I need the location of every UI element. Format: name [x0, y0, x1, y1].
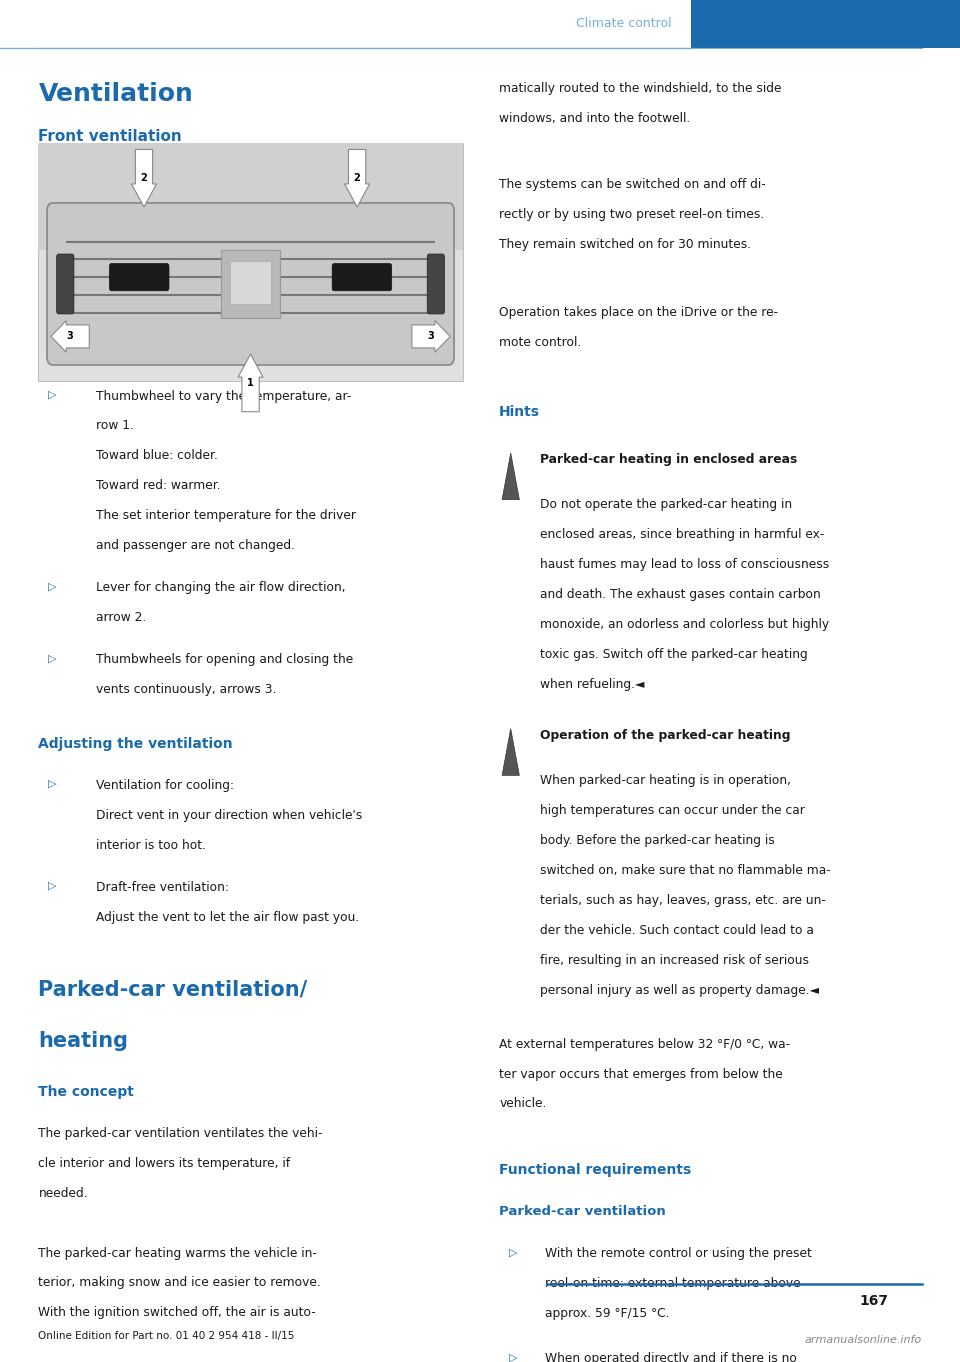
- Text: The set interior temperature for the driver: The set interior temperature for the dri…: [96, 509, 356, 523]
- Text: Front ventilation: Front ventilation: [38, 129, 182, 144]
- Text: With the remote control or using the preset: With the remote control or using the pre…: [545, 1248, 812, 1260]
- Text: ▷: ▷: [48, 881, 57, 891]
- Text: Lever for changing the air flow direction,: Lever for changing the air flow directio…: [96, 582, 346, 594]
- Text: Controls: Controls: [794, 18, 857, 30]
- Text: and passenger are not changed.: and passenger are not changed.: [96, 539, 295, 553]
- Text: Thumbwheel to vary the temperature, ar-: Thumbwheel to vary the temperature, ar-: [96, 390, 351, 403]
- Polygon shape: [502, 729, 519, 775]
- Text: Toward red: warmer.: Toward red: warmer.: [96, 479, 221, 493]
- Text: row 1.: row 1.: [96, 419, 133, 433]
- Text: Adjust the vent to let the air flow past you.: Adjust the vent to let the air flow past…: [96, 911, 359, 923]
- Text: armanualsonline.info: armanualsonline.info: [804, 1335, 922, 1344]
- Polygon shape: [345, 150, 370, 207]
- FancyBboxPatch shape: [332, 264, 392, 291]
- Text: personal injury as well as property damage.◄: personal injury as well as property dama…: [540, 983, 819, 997]
- Text: Operation takes place on the iDrive or the re-: Operation takes place on the iDrive or t…: [499, 306, 779, 320]
- Text: Draft-free ventilation:: Draft-free ventilation:: [96, 881, 228, 893]
- Text: Ventilation: Ventilation: [38, 82, 193, 106]
- Text: ▷: ▷: [48, 654, 57, 663]
- Text: Functional requirements: Functional requirements: [499, 1163, 691, 1177]
- Text: reel-on time: external temperature above: reel-on time: external temperature above: [545, 1278, 801, 1290]
- Text: 2: 2: [140, 173, 148, 184]
- Text: 1: 1: [247, 377, 254, 388]
- Text: and death. The exhaust gases contain carbon: and death. The exhaust gases contain car…: [540, 588, 820, 601]
- Text: interior is too hot.: interior is too hot.: [96, 839, 206, 853]
- Text: Do not operate the parked-car heating in: Do not operate the parked-car heating in: [540, 498, 792, 511]
- Text: With the ignition switched off, the air is auto-: With the ignition switched off, the air …: [38, 1306, 316, 1320]
- FancyBboxPatch shape: [230, 262, 271, 305]
- Text: cle interior and lowers its temperature, if: cle interior and lowers its temperature,…: [38, 1156, 291, 1170]
- FancyBboxPatch shape: [691, 0, 960, 48]
- Text: der the vehicle. Such contact could lead to a: der the vehicle. Such contact could lead…: [540, 923, 813, 937]
- Text: 3: 3: [427, 331, 435, 342]
- Text: windows, and into the footwell.: windows, and into the footwell.: [499, 112, 690, 125]
- Text: At external temperatures below 32 °F/0 °C, wa-: At external temperatures below 32 °F/0 °…: [499, 1038, 790, 1050]
- Text: rectly or by using two preset reel-on times.: rectly or by using two preset reel-on ti…: [499, 207, 764, 221]
- Text: Ventilation for cooling:: Ventilation for cooling:: [96, 779, 234, 793]
- Text: The systems can be switched on and off di-: The systems can be switched on and off d…: [499, 177, 766, 191]
- Text: Parked-car ventilation: Parked-car ventilation: [499, 1205, 666, 1219]
- FancyBboxPatch shape: [427, 253, 444, 315]
- Polygon shape: [502, 454, 519, 500]
- Text: heating: heating: [38, 1031, 129, 1050]
- Text: terials, such as hay, leaves, grass, etc. are un-: terials, such as hay, leaves, grass, etc…: [540, 893, 826, 907]
- Text: Parked-car heating in enclosed areas: Parked-car heating in enclosed areas: [540, 454, 797, 466]
- Text: vents continuously, arrows 3.: vents continuously, arrows 3.: [96, 684, 276, 696]
- Text: They remain switched on for 30 minutes.: They remain switched on for 30 minutes.: [499, 237, 752, 251]
- Text: mote control.: mote control.: [499, 336, 582, 350]
- Text: high temperatures can occur under the car: high temperatures can occur under the ca…: [540, 804, 804, 817]
- FancyBboxPatch shape: [109, 264, 169, 291]
- Polygon shape: [51, 320, 89, 353]
- Text: vehicle.: vehicle.: [499, 1098, 546, 1110]
- Text: ▷: ▷: [48, 779, 57, 789]
- Text: 2: 2: [353, 173, 361, 184]
- Text: ter vapor occurs that emerges from below the: ter vapor occurs that emerges from below…: [499, 1068, 783, 1080]
- Text: Hints: Hints: [499, 406, 540, 419]
- Text: fire, resulting in an increased risk of serious: fire, resulting in an increased risk of …: [540, 953, 808, 967]
- Text: The parked-car heating warms the vehicle in-: The parked-car heating warms the vehicle…: [38, 1246, 317, 1260]
- Text: enclosed areas, since breathing in harmful ex-: enclosed areas, since breathing in harmf…: [540, 528, 824, 541]
- Text: arrow 2.: arrow 2.: [96, 612, 146, 624]
- Text: Operation of the parked-car heating: Operation of the parked-car heating: [540, 729, 790, 742]
- Text: Climate control: Climate control: [576, 18, 672, 30]
- Text: 3: 3: [66, 331, 74, 342]
- Text: Thumbwheels for opening and closing the: Thumbwheels for opening and closing the: [96, 654, 353, 666]
- Text: When operated directly and if there is no: When operated directly and if there is n…: [545, 1352, 797, 1362]
- Text: haust fumes may lead to loss of consciousness: haust fumes may lead to loss of consciou…: [540, 558, 828, 571]
- Text: monoxide, an odorless and colorless but highly: monoxide, an odorless and colorless but …: [540, 618, 828, 631]
- Text: 167: 167: [859, 1294, 888, 1308]
- Text: when refueling.◄: when refueling.◄: [540, 678, 644, 691]
- Text: matically routed to the windshield, to the side: matically routed to the windshield, to t…: [499, 82, 781, 95]
- FancyBboxPatch shape: [221, 251, 280, 319]
- Text: terior, making snow and ice easier to remove.: terior, making snow and ice easier to re…: [38, 1276, 322, 1290]
- Text: Direct vent in your direction when vehicle's: Direct vent in your direction when vehic…: [96, 809, 362, 823]
- Text: approx. 59 °F/15 °C.: approx. 59 °F/15 °C.: [545, 1308, 670, 1320]
- Text: The parked-car ventilation ventilates the vehi-: The parked-car ventilation ventilates th…: [38, 1126, 323, 1140]
- Text: Adjusting the ventilation: Adjusting the ventilation: [38, 737, 233, 750]
- Text: ▷: ▷: [509, 1248, 517, 1257]
- Text: The concept: The concept: [38, 1084, 134, 1099]
- Text: ▷: ▷: [509, 1352, 517, 1362]
- Text: Parked-car ventilation/: Parked-car ventilation/: [38, 979, 307, 1000]
- Text: needed.: needed.: [38, 1186, 88, 1200]
- FancyBboxPatch shape: [38, 143, 463, 381]
- Text: Toward blue: colder.: Toward blue: colder.: [96, 449, 218, 463]
- Text: ▷: ▷: [48, 582, 57, 591]
- Polygon shape: [412, 320, 450, 353]
- Text: body. Before the parked-car heating is: body. Before the parked-car heating is: [540, 834, 775, 847]
- Text: switched on, make sure that no flammable ma-: switched on, make sure that no flammable…: [540, 864, 830, 877]
- Text: When parked-car heating is in operation,: When parked-car heating is in operation,: [540, 774, 790, 787]
- FancyBboxPatch shape: [47, 203, 454, 365]
- Polygon shape: [132, 150, 156, 207]
- Text: Online Edition for Part no. 01 40 2 954 418 - II/15: Online Edition for Part no. 01 40 2 954 …: [38, 1331, 295, 1340]
- FancyBboxPatch shape: [38, 143, 463, 251]
- FancyBboxPatch shape: [57, 253, 74, 315]
- Text: toxic gas. Switch off the parked-car heating: toxic gas. Switch off the parked-car hea…: [540, 648, 807, 661]
- Text: ▷: ▷: [48, 390, 57, 399]
- Polygon shape: [238, 354, 263, 411]
